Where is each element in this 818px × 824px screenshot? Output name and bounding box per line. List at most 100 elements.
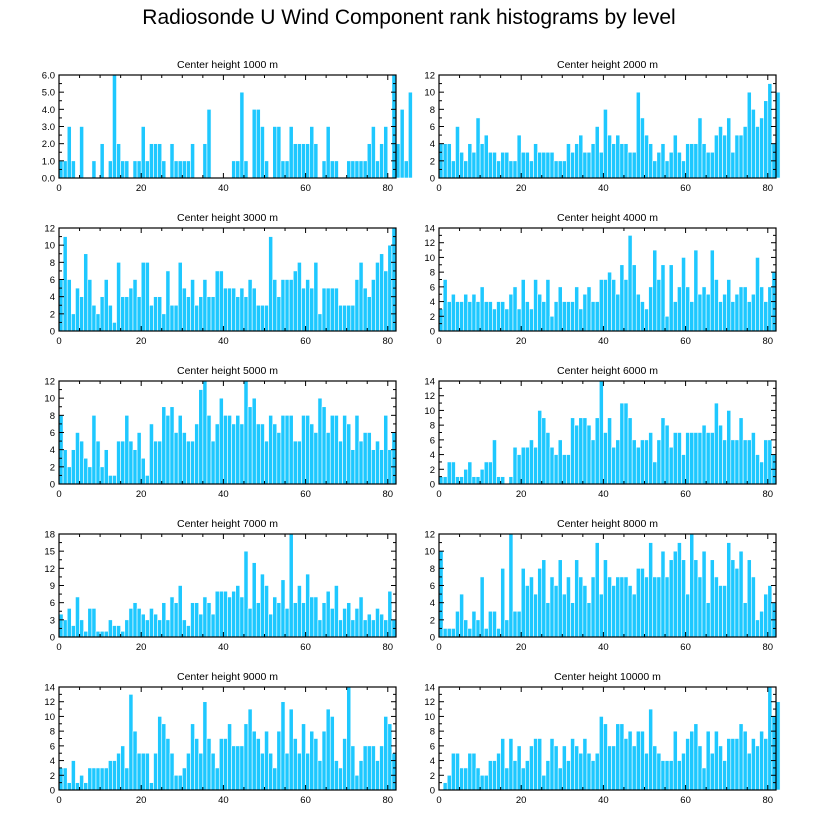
histogram-bar bbox=[260, 752, 265, 791]
histogram-bar bbox=[594, 752, 600, 791]
histogram-bar bbox=[598, 380, 604, 485]
y-tick-label: 0.0 bbox=[42, 174, 55, 185]
histogram-bar bbox=[557, 767, 563, 791]
histogram-bar bbox=[346, 686, 352, 791]
x-tick-label: 80 bbox=[382, 336, 393, 347]
histogram-bar bbox=[358, 760, 364, 791]
histogram-bar bbox=[759, 461, 764, 485]
histogram-bar bbox=[545, 279, 551, 332]
histogram-bar bbox=[598, 151, 604, 179]
histogram-bar bbox=[734, 293, 740, 332]
histogram-bar bbox=[161, 313, 167, 332]
histogram-bar bbox=[763, 738, 769, 791]
histogram-bar bbox=[549, 151, 555, 179]
histogram-bar bbox=[660, 264, 666, 332]
histogram-bar bbox=[173, 160, 179, 179]
histogram-bar bbox=[83, 457, 89, 485]
histogram-bar bbox=[91, 160, 97, 179]
histogram-bar bbox=[83, 630, 89, 638]
histogram-bar bbox=[446, 628, 452, 638]
x-tick-label: 80 bbox=[382, 642, 393, 653]
histogram-bar bbox=[541, 151, 547, 179]
histogram-bar bbox=[338, 304, 343, 332]
histogram-bar bbox=[153, 296, 158, 332]
histogram-bar bbox=[95, 440, 101, 485]
histogram-bar bbox=[603, 432, 608, 485]
histogram-bar bbox=[284, 279, 290, 332]
histogram-bar bbox=[371, 619, 376, 638]
histogram-bar bbox=[301, 143, 306, 179]
y-tick-label: 12 bbox=[44, 377, 55, 388]
histogram-bar bbox=[623, 738, 629, 791]
histogram-bar bbox=[58, 613, 64, 638]
histogram-bar bbox=[173, 304, 179, 332]
histogram-bar bbox=[627, 417, 633, 485]
histogram-bar bbox=[455, 301, 460, 332]
histogram-bar bbox=[366, 296, 372, 332]
histogram-bar bbox=[574, 424, 580, 485]
histogram-bar bbox=[128, 694, 134, 791]
histogram-bar bbox=[561, 745, 567, 791]
x-tick-label: 40 bbox=[598, 336, 609, 347]
histogram-bar bbox=[549, 446, 555, 485]
histogram-bar bbox=[350, 745, 356, 791]
histogram-bar bbox=[264, 160, 269, 179]
histogram-bar bbox=[734, 134, 740, 179]
histogram-bar bbox=[537, 293, 543, 332]
histogram-bar bbox=[177, 585, 183, 638]
histogram-bar bbox=[251, 397, 257, 485]
histogram-bar bbox=[140, 262, 146, 332]
histogram-bar bbox=[235, 160, 241, 179]
histogram-bar bbox=[763, 301, 769, 332]
histogram-bar bbox=[644, 752, 649, 791]
histogram-bar bbox=[288, 708, 294, 791]
histogram-bar bbox=[399, 109, 405, 179]
histogram-bar bbox=[276, 296, 282, 332]
histogram-bar bbox=[644, 576, 649, 638]
histogram-bar bbox=[496, 628, 501, 638]
histogram-bar bbox=[235, 296, 241, 332]
histogram-bar bbox=[264, 304, 269, 332]
x-tick-label: 0 bbox=[56, 183, 61, 194]
histogram-bar bbox=[247, 406, 253, 485]
histogram-bar bbox=[264, 585, 269, 638]
histogram-bar bbox=[366, 613, 372, 638]
histogram-bar bbox=[529, 576, 534, 638]
histogram-bar bbox=[206, 109, 212, 179]
histogram-bar bbox=[124, 767, 130, 791]
histogram-bar bbox=[586, 602, 592, 638]
histogram-bar bbox=[284, 160, 290, 179]
histogram-bar bbox=[284, 752, 290, 791]
histogram-bar bbox=[251, 730, 257, 791]
histogram-bar bbox=[145, 752, 150, 791]
histogram-bar bbox=[321, 406, 327, 485]
histogram-bar bbox=[553, 585, 559, 638]
histogram-bar bbox=[272, 126, 278, 179]
histogram-bar bbox=[120, 440, 126, 485]
histogram-bar bbox=[525, 301, 530, 332]
histogram-bar bbox=[689, 730, 695, 791]
histogram-bar bbox=[627, 730, 633, 791]
y-tick-label: 6 bbox=[430, 581, 435, 592]
x-tick-label: 40 bbox=[218, 642, 229, 653]
histogram-bar bbox=[112, 322, 117, 332]
panel-title: Center height 10000 m bbox=[554, 671, 661, 683]
histogram-bar bbox=[301, 723, 306, 791]
histogram-bar bbox=[508, 738, 514, 791]
histogram-bar bbox=[549, 315, 555, 332]
histogram-bar bbox=[276, 602, 282, 638]
histogram-bar bbox=[255, 738, 261, 791]
histogram-bar bbox=[260, 423, 265, 485]
histogram-bar bbox=[722, 760, 727, 791]
histogram-bar bbox=[508, 160, 514, 179]
histogram-bar bbox=[366, 745, 372, 791]
x-tick-label: 60 bbox=[300, 795, 311, 806]
histogram-bar bbox=[255, 423, 261, 485]
histogram-bar bbox=[214, 590, 220, 638]
histogram-bar bbox=[627, 585, 633, 638]
histogram-bar bbox=[309, 730, 315, 791]
x-tick-label: 80 bbox=[382, 489, 393, 500]
histogram-bar bbox=[557, 286, 563, 332]
histogram-bar bbox=[145, 160, 150, 179]
histogram-bar bbox=[145, 262, 150, 332]
